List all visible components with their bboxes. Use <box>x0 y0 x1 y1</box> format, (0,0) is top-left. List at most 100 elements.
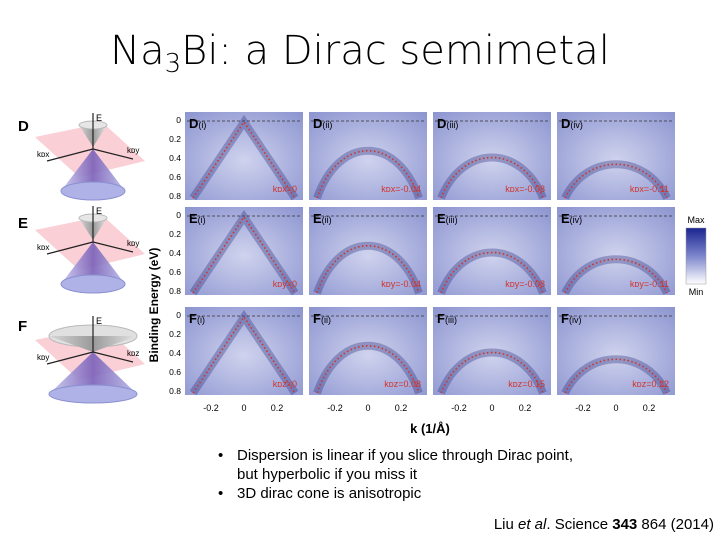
y-tick-label: 0.8 <box>169 191 181 201</box>
panel-momentum-label: kᴅx=-0.04 <box>381 184 421 194</box>
arpes-panel: E(ii) kᴅy=-0.04 <box>309 207 427 295</box>
panel-momentum-label: kᴅy=0 <box>273 279 297 289</box>
y-tick-label: 0.8 <box>169 286 181 296</box>
x-tick-label: 0.2 <box>519 403 532 413</box>
y-axis: Binding Energy (eV) 0 0.2 0.4 0.6 0.8 0 0.2 0.4 0… <box>147 115 181 396</box>
band-fit-curve <box>192 215 296 294</box>
y-tick-label: 0.2 <box>169 134 181 144</box>
panel-background <box>557 307 675 395</box>
y-tick-label: 0.6 <box>169 267 181 277</box>
x-tick-label: 0 <box>489 403 494 413</box>
panel-id: F(i) <box>189 311 205 326</box>
x-tick-label: -0.2 <box>203 403 219 413</box>
lower-cone <box>61 242 125 284</box>
panel-background <box>433 207 551 295</box>
cone-label-e: E <box>96 316 102 326</box>
arpes-panel: E(iii) kᴅy=-0.08 <box>433 207 551 295</box>
lower-cone <box>49 352 137 394</box>
band-intensity <box>313 241 423 295</box>
arpes-panel: D(iv) kᴅx=-0.11 <box>557 112 675 200</box>
arpes-panel: D(iii) kᴅx=-0.08 <box>433 112 551 200</box>
x-tick-label: 0 <box>241 403 246 413</box>
lower-cone <box>60 181 126 201</box>
band-intensity <box>313 341 423 395</box>
panel-background <box>557 112 675 200</box>
x-tick-label: -0.2 <box>451 403 467 413</box>
panel-momentum-label: kᴅy=-0.08 <box>505 279 545 289</box>
panel-momentum-label: kᴅz=0.15 <box>508 379 545 389</box>
x-tick-label: 0.2 <box>395 403 408 413</box>
arpes-panel: F(iii) kᴅz=0.15 <box>433 307 551 395</box>
panel-momentum-label: kᴅy=-0.04 <box>381 279 421 289</box>
row-letters: D E F <box>18 118 29 335</box>
bullet-list: Dispersion is linear if you slice throug… <box>216 446 576 503</box>
panel-id: E(iv) <box>561 211 582 226</box>
band-intensity <box>313 146 423 200</box>
arpes-panel: F(iv) kᴅz=0.22 <box>557 307 675 395</box>
panel-id: F(iv) <box>561 311 581 326</box>
panel-background <box>185 112 303 200</box>
colorbar-gradient <box>685 227 707 285</box>
y-tick-label: 0.4 <box>169 153 181 163</box>
cone-label-b: kᴅy <box>127 239 139 248</box>
band-fit-curve <box>192 120 296 199</box>
y-tick-label: 0 <box>176 210 181 220</box>
panel-momentum-label: kᴅx=-0.11 <box>630 184 669 194</box>
panel-momentum-label: kᴅx=0 <box>273 184 297 194</box>
arpes-panel: E(i) kᴅy=0 <box>185 207 303 296</box>
x-tick-label: 0 <box>365 403 370 413</box>
bullet-item: Dispersion is linear if you slice throug… <box>216 446 576 484</box>
arpes-panel: F(i) kᴅz=0 <box>185 307 303 396</box>
y-tick-label: 0.6 <box>169 172 181 182</box>
panel-momentum-label: kᴅz=0.22 <box>632 379 669 389</box>
panel-momentum-label: kᴅz=0.08 <box>384 379 421 389</box>
y-tick-label: 0.2 <box>169 329 181 339</box>
colorbar: Max Min <box>685 215 707 297</box>
lower-cone <box>61 149 125 191</box>
cone-label-e: E <box>96 113 102 123</box>
panel-background <box>185 307 303 395</box>
panel-background <box>309 207 427 295</box>
colorbar-max-label: Max <box>687 215 705 225</box>
panel-id: E(iii) <box>437 211 458 226</box>
x-axis: -0.2 0 0.2 -0.2 0 0.2 -0.2 0 0.2 -0.2 0 0.2k (1/Å) <box>203 403 655 436</box>
colorbar-min-label: Min <box>689 287 704 297</box>
y-tick-label: 0.4 <box>169 348 181 358</box>
k-axis <box>92 351 134 363</box>
y-tick-label: 0 <box>176 115 181 125</box>
row-letter: D <box>18 118 29 135</box>
band-fit-curve <box>440 351 544 394</box>
y-tick-label: 0.8 <box>169 386 181 396</box>
k-axis <box>46 241 94 255</box>
band-fit-curve <box>564 358 668 394</box>
x-axis-label: k (1/Å) <box>410 421 450 436</box>
row-letter: F <box>18 318 27 335</box>
panel-background <box>309 307 427 395</box>
panel-momentum-label: kᴅz=0 <box>273 379 297 389</box>
x-tick-label: -0.2 <box>327 403 343 413</box>
k-axis <box>92 148 134 160</box>
band-fit-curve <box>564 163 668 199</box>
x-tick-label: 0 <box>613 403 618 413</box>
lower-cone <box>48 384 138 404</box>
row-letter: E <box>18 215 28 232</box>
panel-grid: D(i)kᴅx=0D(ii)kᴅx=-0.04D(iii)kᴅx=-0.08D(… <box>185 112 675 396</box>
panel-id: E(ii) <box>313 211 332 226</box>
x-tick-label: -0.2 <box>575 403 591 413</box>
cone-label-a: kᴅx <box>37 243 49 252</box>
panel-background <box>557 207 675 295</box>
y-tick-label: 0.2 <box>169 229 181 239</box>
arpes-panel: D(ii) kᴅx=-0.04 <box>309 112 427 200</box>
y-tick-label: 0 <box>176 310 181 320</box>
y-tick-label: 0.4 <box>169 248 181 258</box>
band-fit-curve <box>192 315 296 394</box>
panel-momentum-label: kᴅy=-0.11 <box>630 279 669 289</box>
panel-id: D(iii) <box>437 116 458 131</box>
bullet-item: 3D dirac cone is anisotropic <box>216 484 576 503</box>
panel-momentum-label: kᴅx=-0.08 <box>505 184 545 194</box>
